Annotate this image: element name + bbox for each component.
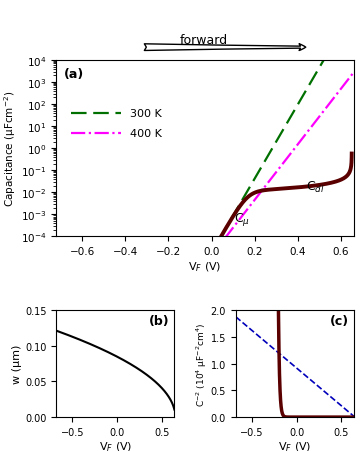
Text: (a): (a) [64, 68, 84, 81]
Y-axis label: C$^{-2}$ (10$^4$ μF$^{-2}$cm$^4$): C$^{-2}$ (10$^4$ μF$^{-2}$cm$^4$) [195, 322, 209, 406]
Text: C$_{dl}$: C$_{dl}$ [306, 179, 325, 194]
Text: (b): (b) [149, 315, 170, 328]
Text: 300 K: 300 K [130, 109, 161, 119]
Y-axis label: w (μm): w (μm) [12, 344, 22, 383]
Y-axis label: Capacitance (μFcm$^{-2}$): Capacitance (μFcm$^{-2}$) [3, 91, 18, 207]
Text: C$_{\mu}$: C$_{\mu}$ [234, 211, 250, 228]
Text: 400 K: 400 K [130, 129, 162, 138]
X-axis label: V$_F$ (V): V$_F$ (V) [99, 440, 132, 451]
Text: forward: forward [179, 34, 227, 47]
X-axis label: V$_F$ (V): V$_F$ (V) [278, 440, 311, 451]
Text: (c): (c) [330, 315, 349, 328]
X-axis label: V$_F$ (V): V$_F$ (V) [188, 259, 222, 273]
